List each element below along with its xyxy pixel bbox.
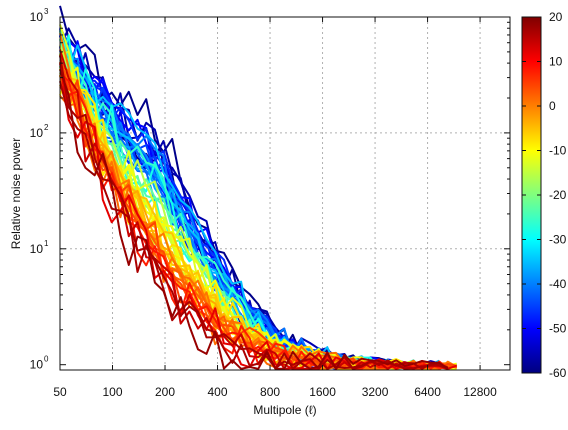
y-tick-exponent: 3 — [44, 7, 49, 16]
y-axis-label: Relative noise power — [9, 138, 23, 249]
series-group — [59, 5, 458, 370]
x-tick-label: 400 — [208, 385, 228, 399]
noise-curve — [59, 49, 449, 370]
x-tick-label: 3200 — [362, 385, 389, 399]
colorbar-tick-label: -50 — [549, 322, 567, 336]
x-tick-label: 800 — [260, 385, 280, 399]
x-tick-label: 6400 — [414, 385, 441, 399]
colorbar-tick-label: 10 — [549, 55, 563, 69]
colorbar-tick-label: -40 — [549, 277, 567, 291]
x-tick-label: 50 — [53, 385, 67, 399]
y-tick-label: 10 — [30, 126, 44, 140]
y-tick-label: 10 — [30, 242, 44, 256]
y-tick-exponent: 1 — [44, 239, 49, 248]
x-axis-label: Multipole (ℓ) — [253, 403, 316, 417]
colorbar: 20 10 0 -10 -20 -30 -40 -50 -60 — [521, 10, 567, 380]
colorbar-tick-label: 0 — [549, 99, 556, 113]
x-tick-label: 1600 — [309, 385, 336, 399]
x-tick-label: 12800 — [463, 385, 497, 399]
y-tick-label: 10 — [30, 10, 44, 24]
colorbar-tick-label: -30 — [549, 233, 567, 247]
colorbar-tick-label: -20 — [549, 188, 567, 202]
colorbar-tick-label: 20 — [549, 10, 563, 24]
y-tick-exponent: 0 — [44, 355, 49, 364]
x-tick-label: 100 — [102, 385, 122, 399]
y-tick-label: 10 — [30, 358, 44, 372]
x-tick-label: 200 — [155, 385, 175, 399]
y-tick-exponent: 2 — [44, 123, 49, 132]
colorbar-tick-label: -10 — [549, 144, 567, 158]
noise-curve — [59, 69, 449, 370]
colorbar-tick-label: -60 — [549, 366, 567, 380]
